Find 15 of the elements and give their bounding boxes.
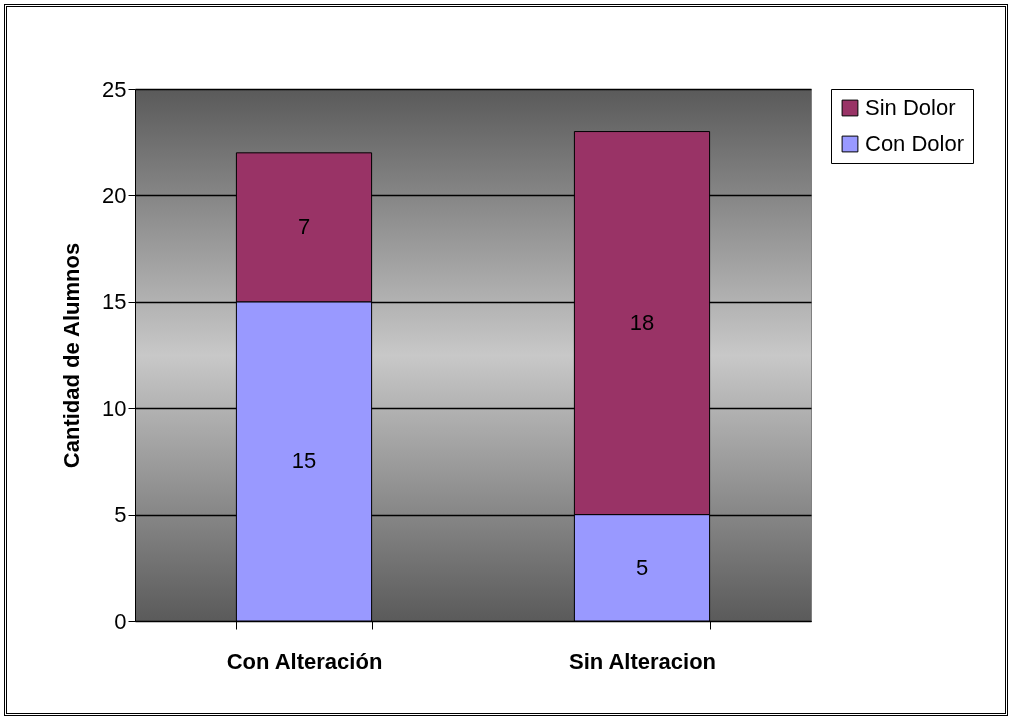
legend-label: Con Dolor <box>865 131 965 156</box>
y-tick-label: 15 <box>102 289 127 315</box>
x-tick-label: Con Alteración <box>226 648 383 674</box>
y-tick-label: 25 <box>102 76 127 102</box>
data-label: 18 <box>629 310 655 336</box>
x-tick-label: Sin Alteracion <box>568 648 717 674</box>
data-label: 7 <box>297 214 311 240</box>
y-tick-label: 10 <box>102 395 127 421</box>
y-tick-label: 5 <box>114 502 127 528</box>
data-label: 5 <box>635 554 649 580</box>
y-axis-title: Cantidad de Alumnos <box>59 242 85 469</box>
legend-label: Sin Dolor <box>865 95 956 120</box>
data-label: 15 <box>291 448 317 474</box>
y-tick-label: 20 <box>102 182 127 208</box>
y-tick-label: 0 <box>114 608 127 634</box>
